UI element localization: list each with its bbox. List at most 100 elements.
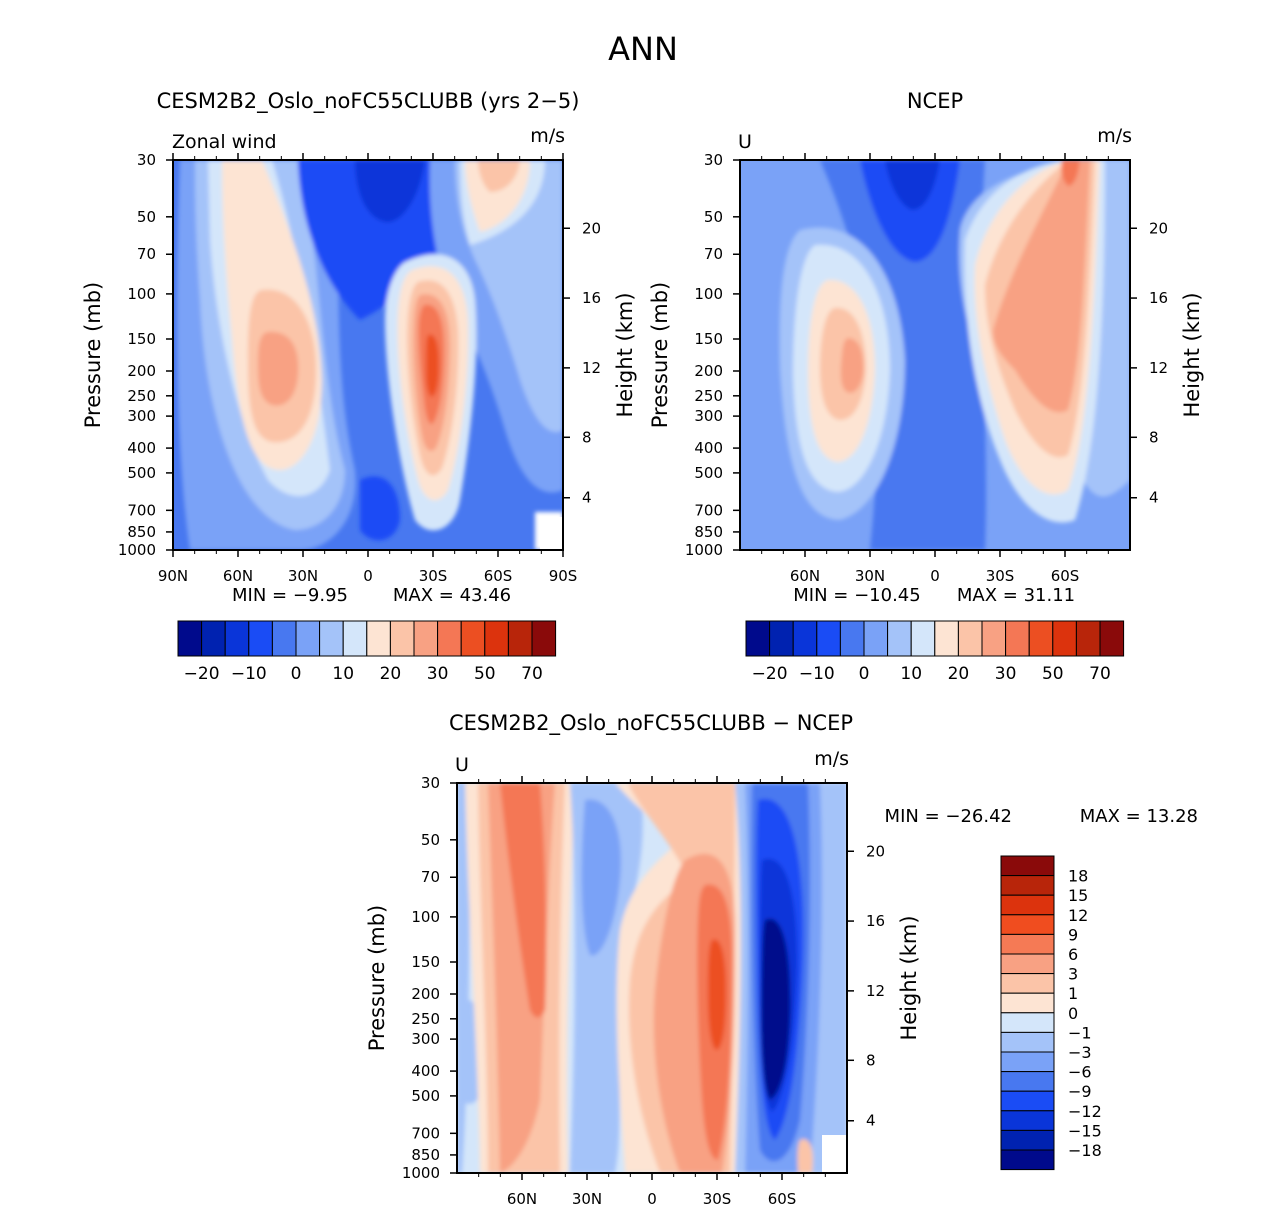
diff-axes: 60N 30N 0 30S 60S 30 50 70 100 150 200 250 300 400 500… <box>402 774 885 1208</box>
diff-xtick-label: 30S <box>703 1190 732 1208</box>
model-ytick-label: 150 <box>127 330 156 348</box>
diff-contour-right-patch <box>797 1139 813 1173</box>
obs-htick-label: 20 <box>1149 219 1168 237</box>
diff-ytick-label: 30 <box>421 774 440 792</box>
diff-colorbar-label: 3 <box>1068 965 1078 984</box>
diff-ytick-label: 850 <box>411 1146 440 1164</box>
diff-ytick-label: 70 <box>421 868 440 886</box>
obs-y2label: Height (km) <box>1180 292 1204 417</box>
obs-colorbar-box <box>1099 620 1125 657</box>
diff-colorbar-box <box>1000 914 1055 935</box>
diff-ytick-label: 250 <box>411 1010 440 1028</box>
diff-ytick-label: 700 <box>411 1124 440 1142</box>
model-contour-jet-50 <box>426 334 439 397</box>
model-ytick-label: 250 <box>127 387 156 405</box>
obs-ytick-label: 400 <box>694 439 723 457</box>
model-colorbar-box <box>177 620 203 657</box>
diff-colorbar-box <box>1000 992 1055 1014</box>
obs-colorbar-label: 20 <box>948 664 970 684</box>
obs-ytick-label: 70 <box>704 245 723 263</box>
diff-panel: CESM2B2_Oslo_noFC55CLUBB − NCEP U m/s <box>365 711 1198 1208</box>
figure-title: ANN <box>608 30 678 68</box>
model-xtick-label: 90N <box>158 567 188 585</box>
diff-htick-label: 8 <box>866 1051 876 1069</box>
model-colorbar-box <box>224 620 250 657</box>
obs-colorbar-label: −20 <box>752 664 788 684</box>
model-colorbar-box <box>295 620 321 657</box>
model-y2label: Height (km) <box>613 292 637 417</box>
model-colorbar-label: 30 <box>427 664 449 684</box>
model-htick-label: 4 <box>582 489 592 507</box>
model-variable-label: Zonal wind <box>172 131 277 153</box>
model-ytick-label: 50 <box>137 208 156 226</box>
model-colorbar-box <box>248 620 273 657</box>
diff-contour-s-neg18 <box>760 918 791 1100</box>
obs-ytick-label: 850 <box>694 523 723 541</box>
diff-xtick-label: 30N <box>572 1190 602 1208</box>
model-htick-label: 16 <box>582 289 601 307</box>
model-colorbar-label: 70 <box>521 664 543 684</box>
diff-contour-mid-neg-3 <box>581 799 621 956</box>
obs-colorbar-box <box>1075 620 1101 657</box>
obs-contour-n-30 <box>840 338 864 393</box>
obs-max-label: MAX = 31.11 <box>957 585 1075 606</box>
obs-ytick-label: 500 <box>694 464 723 482</box>
obs-ytick-label: 50 <box>704 208 723 226</box>
diff-contour-field <box>457 783 847 1173</box>
diff-max-label: MAX = 13.28 <box>1080 806 1198 827</box>
model-ytick-label: 400 <box>127 439 156 457</box>
obs-colorbar-label: −10 <box>799 664 835 684</box>
diff-colorbar-label: −12 <box>1068 1102 1102 1121</box>
obs-colorbar-box <box>816 620 841 657</box>
obs-colorbar-label: 10 <box>900 664 922 684</box>
model-colorbar-label: 10 <box>332 664 354 684</box>
model-colorbar-box <box>413 620 439 657</box>
diff-colorbar-label: −18 <box>1068 1141 1102 1160</box>
obs-colorbar-label: 30 <box>995 664 1017 684</box>
model-units: m/s <box>530 125 565 147</box>
diff-missing-data <box>822 1135 847 1173</box>
obs-ytick-label: 250 <box>694 387 723 405</box>
diff-ylabel: Pressure (mb) <box>365 905 389 1052</box>
diff-htick-label: 12 <box>866 982 885 1000</box>
obs-colorbar-box <box>981 620 1007 657</box>
model-ytick-label: 700 <box>127 501 156 519</box>
model-xtick-label: 30N <box>288 567 318 585</box>
obs-xtick-label: 30S <box>986 567 1015 585</box>
model-ytick-label: 850 <box>127 523 156 541</box>
model-contour-30-40-north <box>258 331 299 406</box>
model-htick-label: 12 <box>582 359 601 377</box>
diff-colorbar-box <box>1000 1129 1055 1151</box>
diff-colorbar-box <box>1000 855 1055 877</box>
model-colorbar-box <box>531 620 557 657</box>
diff-colorbar-label: −15 <box>1068 1121 1102 1140</box>
diff-htick-label: 20 <box>866 842 885 860</box>
obs-ylabel: Pressure (mb) <box>648 282 672 429</box>
model-ytick-label: 500 <box>127 464 156 482</box>
model-colorbar-label: 20 <box>380 664 402 684</box>
model-colorbar-box <box>366 620 391 657</box>
obs-colorbar-box <box>887 620 912 657</box>
model-ytick-label: 200 <box>127 362 156 380</box>
diff-colorbar-box <box>1000 973 1055 994</box>
diff-colorbar-label: −6 <box>1068 1063 1092 1082</box>
diff-title: CESM2B2_Oslo_noFC55CLUBB − NCEP <box>449 711 853 736</box>
model-colorbar-label: −10 <box>231 664 267 684</box>
obs-htick-label: 8 <box>1149 428 1159 446</box>
diff-colorbar-box <box>1000 1110 1055 1131</box>
diff-colorbar-label: 12 <box>1068 906 1088 925</box>
obs-xtick-label: 30N <box>855 567 885 585</box>
obs-panel: NCEP U m/s <box>648 89 1204 684</box>
model-min-label: MIN = −9.95 <box>232 585 348 606</box>
model-htick-label: 8 <box>582 428 592 446</box>
obs-contour-easterly-core <box>885 160 940 210</box>
diff-ytick-label: 300 <box>411 1030 440 1048</box>
diff-min-label: MIN = −26.42 <box>885 806 1012 827</box>
obs-colorbar-box <box>839 620 865 657</box>
model-axes: 90N 60N 30N 0 30S 60S 90S 30 50 70 100 150 200 250 300… <box>118 151 601 585</box>
diff-colorbar-label: 9 <box>1068 925 1078 944</box>
diff-colorbar-box <box>1000 953 1055 975</box>
obs-htick-label: 12 <box>1149 359 1168 377</box>
obs-ytick-label: 200 <box>694 362 723 380</box>
model-colorbar-box <box>389 620 415 657</box>
